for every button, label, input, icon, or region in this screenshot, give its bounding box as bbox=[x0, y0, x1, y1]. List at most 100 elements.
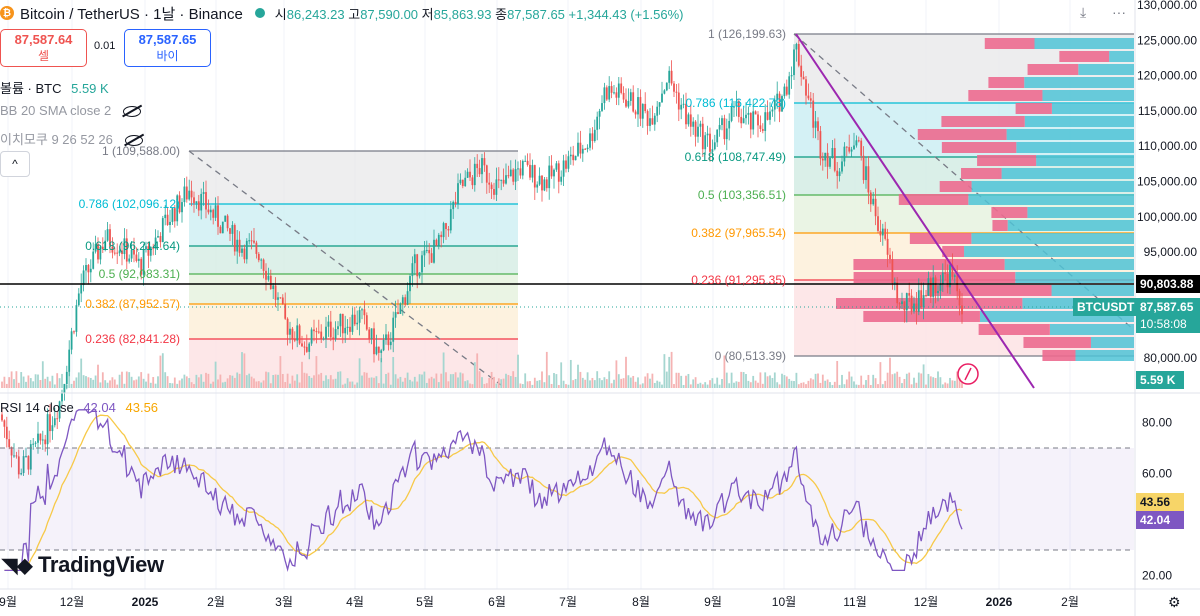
volume-bar bbox=[226, 378, 229, 388]
candle-body bbox=[579, 142, 582, 154]
candle-body bbox=[733, 106, 735, 108]
candle-body bbox=[29, 444, 32, 470]
hidden-eye-icon[interactable] bbox=[122, 106, 141, 118]
symbol-title[interactable]: Bitcoin / TetherUS · 1날 · Binance bbox=[20, 5, 243, 23]
volume-bar bbox=[764, 372, 767, 388]
volume-bar bbox=[845, 379, 848, 388]
candle-body bbox=[471, 177, 474, 186]
candle-body bbox=[92, 251, 95, 269]
candle-body bbox=[346, 326, 349, 328]
volume-bar bbox=[113, 379, 116, 388]
volume-bar bbox=[910, 384, 913, 388]
candle-body bbox=[634, 111, 637, 115]
price-axis[interactable]: 130,000.00 125,000.00 120,000.00 115,000.00… bbox=[1137, 0, 1197, 365]
candle-body bbox=[421, 255, 423, 273]
candle-body bbox=[202, 192, 205, 194]
volume-bar bbox=[495, 383, 498, 388]
candle-body bbox=[848, 147, 851, 152]
volume-bar bbox=[209, 383, 212, 388]
volume-bar bbox=[317, 374, 320, 388]
fib-retracement-1[interactable] bbox=[188, 150, 518, 389]
hline-price-tag[interactable]: 90,803.88 bbox=[1136, 275, 1200, 293]
candle-body bbox=[946, 273, 949, 288]
volume-bar bbox=[685, 375, 687, 388]
tradingview-logo[interactable]: ◥◆ TradingView bbox=[2, 552, 164, 578]
volume-bar bbox=[658, 381, 661, 388]
volume-bar bbox=[632, 375, 635, 388]
volume-bar bbox=[824, 380, 827, 388]
sell-price: 87,587.64 bbox=[14, 32, 73, 47]
buy-button[interactable]: 87,587.65 바이 bbox=[124, 29, 211, 67]
volume-bar bbox=[471, 384, 474, 388]
rsi-axis[interactable]: 80.00 60.00 20.00 bbox=[1142, 416, 1172, 583]
rsi-pane[interactable] bbox=[0, 409, 1134, 572]
time-axis[interactable]: 9월 12월 2025 2월 3월 4월 5월 6월 7월 8월 9월 10월 11월 12월 2026 2월 bbox=[0, 595, 1079, 609]
candle-body bbox=[605, 87, 608, 100]
volume-bar bbox=[565, 384, 567, 388]
volume-bar bbox=[953, 380, 956, 388]
candle-body bbox=[805, 79, 807, 96]
candle-body bbox=[140, 258, 143, 275]
volume-bar bbox=[857, 384, 860, 388]
volume-bar bbox=[118, 374, 121, 388]
volume-bar bbox=[586, 372, 589, 388]
volume-bar bbox=[34, 374, 37, 388]
candle-body bbox=[629, 92, 632, 101]
rsi-legend[interactable]: RSI 14 close 42.04 43.56 bbox=[0, 400, 158, 415]
volume-profile-up bbox=[1051, 103, 1134, 114]
time-axis-label: 7월 bbox=[559, 595, 577, 609]
candle-body bbox=[797, 43, 800, 66]
candle-body bbox=[593, 129, 596, 142]
volume-profile-down bbox=[992, 220, 1008, 231]
candle-body bbox=[577, 142, 579, 156]
candle-body bbox=[394, 312, 397, 318]
candle-body bbox=[279, 297, 282, 299]
replay-icon[interactable] bbox=[957, 363, 979, 385]
volume-legend[interactable]: 볼륨 · BTC 5.59 K bbox=[0, 78, 109, 97]
volume-bar bbox=[116, 384, 119, 388]
candle-body bbox=[404, 297, 407, 305]
hidden-eye-icon[interactable] bbox=[124, 135, 143, 147]
candle-body bbox=[53, 418, 56, 426]
sell-button[interactable]: 87,587.64 셀 bbox=[0, 29, 87, 67]
candle-body bbox=[296, 325, 299, 341]
more-icon[interactable]: ··· bbox=[1112, 4, 1126, 20]
volume-bar bbox=[879, 362, 882, 388]
volume-bar bbox=[713, 383, 716, 388]
settings-gear-icon[interactable]: ⚙ bbox=[1168, 594, 1181, 610]
low-label: 저 bbox=[421, 6, 434, 22]
volume-bar bbox=[869, 384, 872, 388]
candle-body bbox=[361, 309, 363, 311]
candle-body bbox=[853, 145, 855, 150]
volume-profile-up bbox=[1027, 207, 1134, 218]
buy-price: 87,587.65 bbox=[138, 32, 197, 47]
open-value: 86,243.23 bbox=[286, 6, 345, 22]
candle-body bbox=[509, 169, 512, 177]
candle-body bbox=[106, 229, 109, 241]
volume-bar bbox=[721, 379, 723, 388]
candle-body bbox=[433, 239, 435, 263]
download-icon[interactable]: ⤓ bbox=[1080, 4, 1087, 20]
volume-bar bbox=[533, 377, 536, 388]
ichimoku-legend[interactable]: 이치모쿠 9 26 52 26 bbox=[0, 129, 143, 148]
volume-bar bbox=[730, 372, 733, 388]
symbol-header[interactable]: ₿ Bitcoin / TetherUS · 1날 · Binance 시86,… bbox=[0, 4, 683, 23]
volume-bar bbox=[411, 381, 414, 388]
bb-legend[interactable]: BB 20 SMA close 2 bbox=[0, 103, 141, 118]
collapse-legend-button[interactable]: ^ bbox=[0, 151, 30, 177]
fib1-level-label: 0.236 (82,841.28) bbox=[85, 332, 180, 346]
candle-body bbox=[380, 350, 383, 353]
volume-bar bbox=[737, 381, 740, 388]
candle-body bbox=[305, 346, 308, 352]
volume-bar bbox=[157, 376, 159, 388]
volume-bar bbox=[951, 380, 954, 388]
volume-bar bbox=[272, 375, 275, 388]
volume-bar bbox=[188, 378, 191, 388]
volume-bar bbox=[723, 355, 726, 388]
candle-body bbox=[385, 334, 387, 340]
candle-body bbox=[665, 82, 668, 91]
trend-line[interactable] bbox=[795, 33, 1035, 389]
volume-profile-up bbox=[1042, 90, 1134, 101]
volume-bar bbox=[22, 376, 25, 388]
